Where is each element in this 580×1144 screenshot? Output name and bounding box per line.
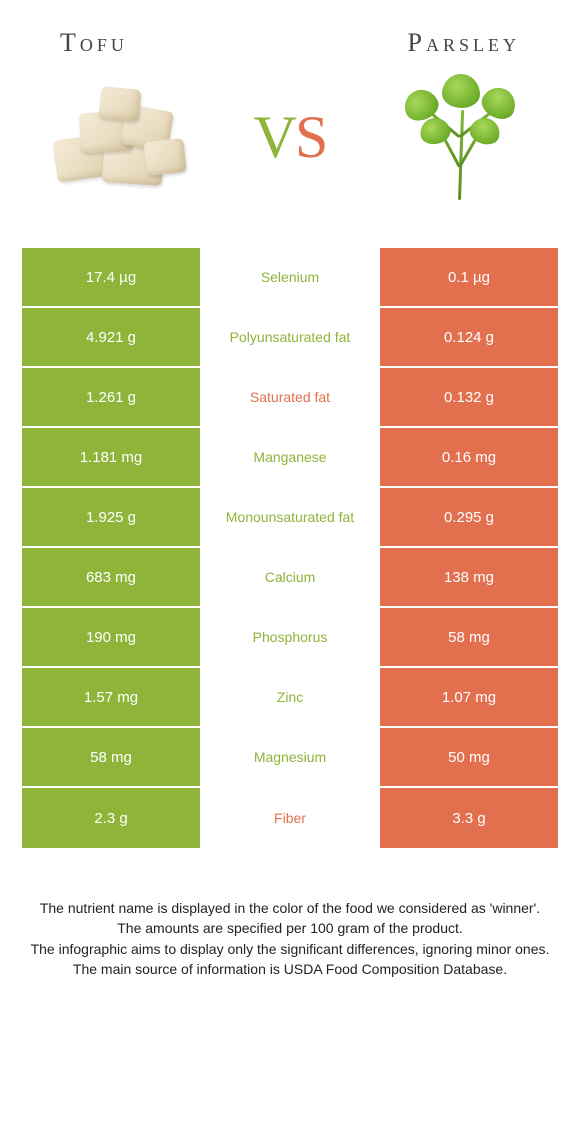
table-row: 58 mgMagnesium50 mg — [22, 728, 558, 788]
table-row: 1.925 gMonounsaturated fat0.295 g — [22, 488, 558, 548]
left-value-cell: 17.4 µg — [22, 248, 200, 306]
right-value-cell: 0.16 mg — [380, 428, 558, 486]
right-food-title: Parsley — [408, 28, 520, 58]
nutrient-name-cell: Manganese — [200, 428, 380, 486]
tofu-image — [40, 72, 200, 202]
nutrient-table: 17.4 µgSelenium0.1 µg4.921 gPolyunsatura… — [22, 248, 558, 848]
left-value-cell: 190 mg — [22, 608, 200, 666]
right-value-cell: 58 mg — [380, 608, 558, 666]
parsley-image — [380, 72, 540, 202]
right-value-cell: 50 mg — [380, 728, 558, 786]
footer-line-3: The infographic aims to display only the… — [28, 939, 552, 959]
left-value-cell: 1.925 g — [22, 488, 200, 546]
left-value-cell: 1.57 mg — [22, 668, 200, 726]
footer-line-1: The nutrient name is displayed in the co… — [28, 898, 552, 918]
left-value-cell: 4.921 g — [22, 308, 200, 366]
footer-line-2: The amounts are specified per 100 gram o… — [28, 918, 552, 938]
hero-row: VS — [0, 58, 580, 228]
left-food-title: Tofu — [60, 28, 128, 58]
vs-label: VS — [254, 103, 327, 172]
right-value-cell: 138 mg — [380, 548, 558, 606]
nutrient-name-cell: Zinc — [200, 668, 380, 726]
footer-notes: The nutrient name is displayed in the co… — [0, 848, 580, 979]
right-value-cell: 0.1 µg — [380, 248, 558, 306]
nutrient-name-cell: Selenium — [200, 248, 380, 306]
right-value-cell: 3.3 g — [380, 788, 558, 848]
nutrient-name-cell: Magnesium — [200, 728, 380, 786]
table-row: 1.261 gSaturated fat0.132 g — [22, 368, 558, 428]
table-row: 1.57 mgZinc1.07 mg — [22, 668, 558, 728]
table-row: 683 mgCalcium138 mg — [22, 548, 558, 608]
right-value-cell: 0.295 g — [380, 488, 558, 546]
left-value-cell: 1.261 g — [22, 368, 200, 426]
nutrient-name-cell: Fiber — [200, 788, 380, 848]
right-value-cell: 1.07 mg — [380, 668, 558, 726]
nutrient-name-cell: Calcium — [200, 548, 380, 606]
table-row: 4.921 gPolyunsaturated fat0.124 g — [22, 308, 558, 368]
left-value-cell: 2.3 g — [22, 788, 200, 848]
right-value-cell: 0.124 g — [380, 308, 558, 366]
vs-s: S — [295, 103, 326, 172]
header: Tofu Parsley — [0, 0, 580, 58]
nutrient-name-cell: Polyunsaturated fat — [200, 308, 380, 366]
nutrient-name-cell: Phosphorus — [200, 608, 380, 666]
right-value-cell: 0.132 g — [380, 368, 558, 426]
table-row: 17.4 µgSelenium0.1 µg — [22, 248, 558, 308]
nutrient-name-cell: Monounsaturated fat — [200, 488, 380, 546]
vs-v: V — [254, 103, 295, 172]
nutrient-name-cell: Saturated fat — [200, 368, 380, 426]
table-row: 2.3 gFiber3.3 g — [22, 788, 558, 848]
table-row: 190 mgPhosphorus58 mg — [22, 608, 558, 668]
footer-line-4: The main source of information is USDA F… — [28, 959, 552, 979]
table-row: 1.181 mgManganese0.16 mg — [22, 428, 558, 488]
left-value-cell: 58 mg — [22, 728, 200, 786]
left-value-cell: 683 mg — [22, 548, 200, 606]
left-value-cell: 1.181 mg — [22, 428, 200, 486]
